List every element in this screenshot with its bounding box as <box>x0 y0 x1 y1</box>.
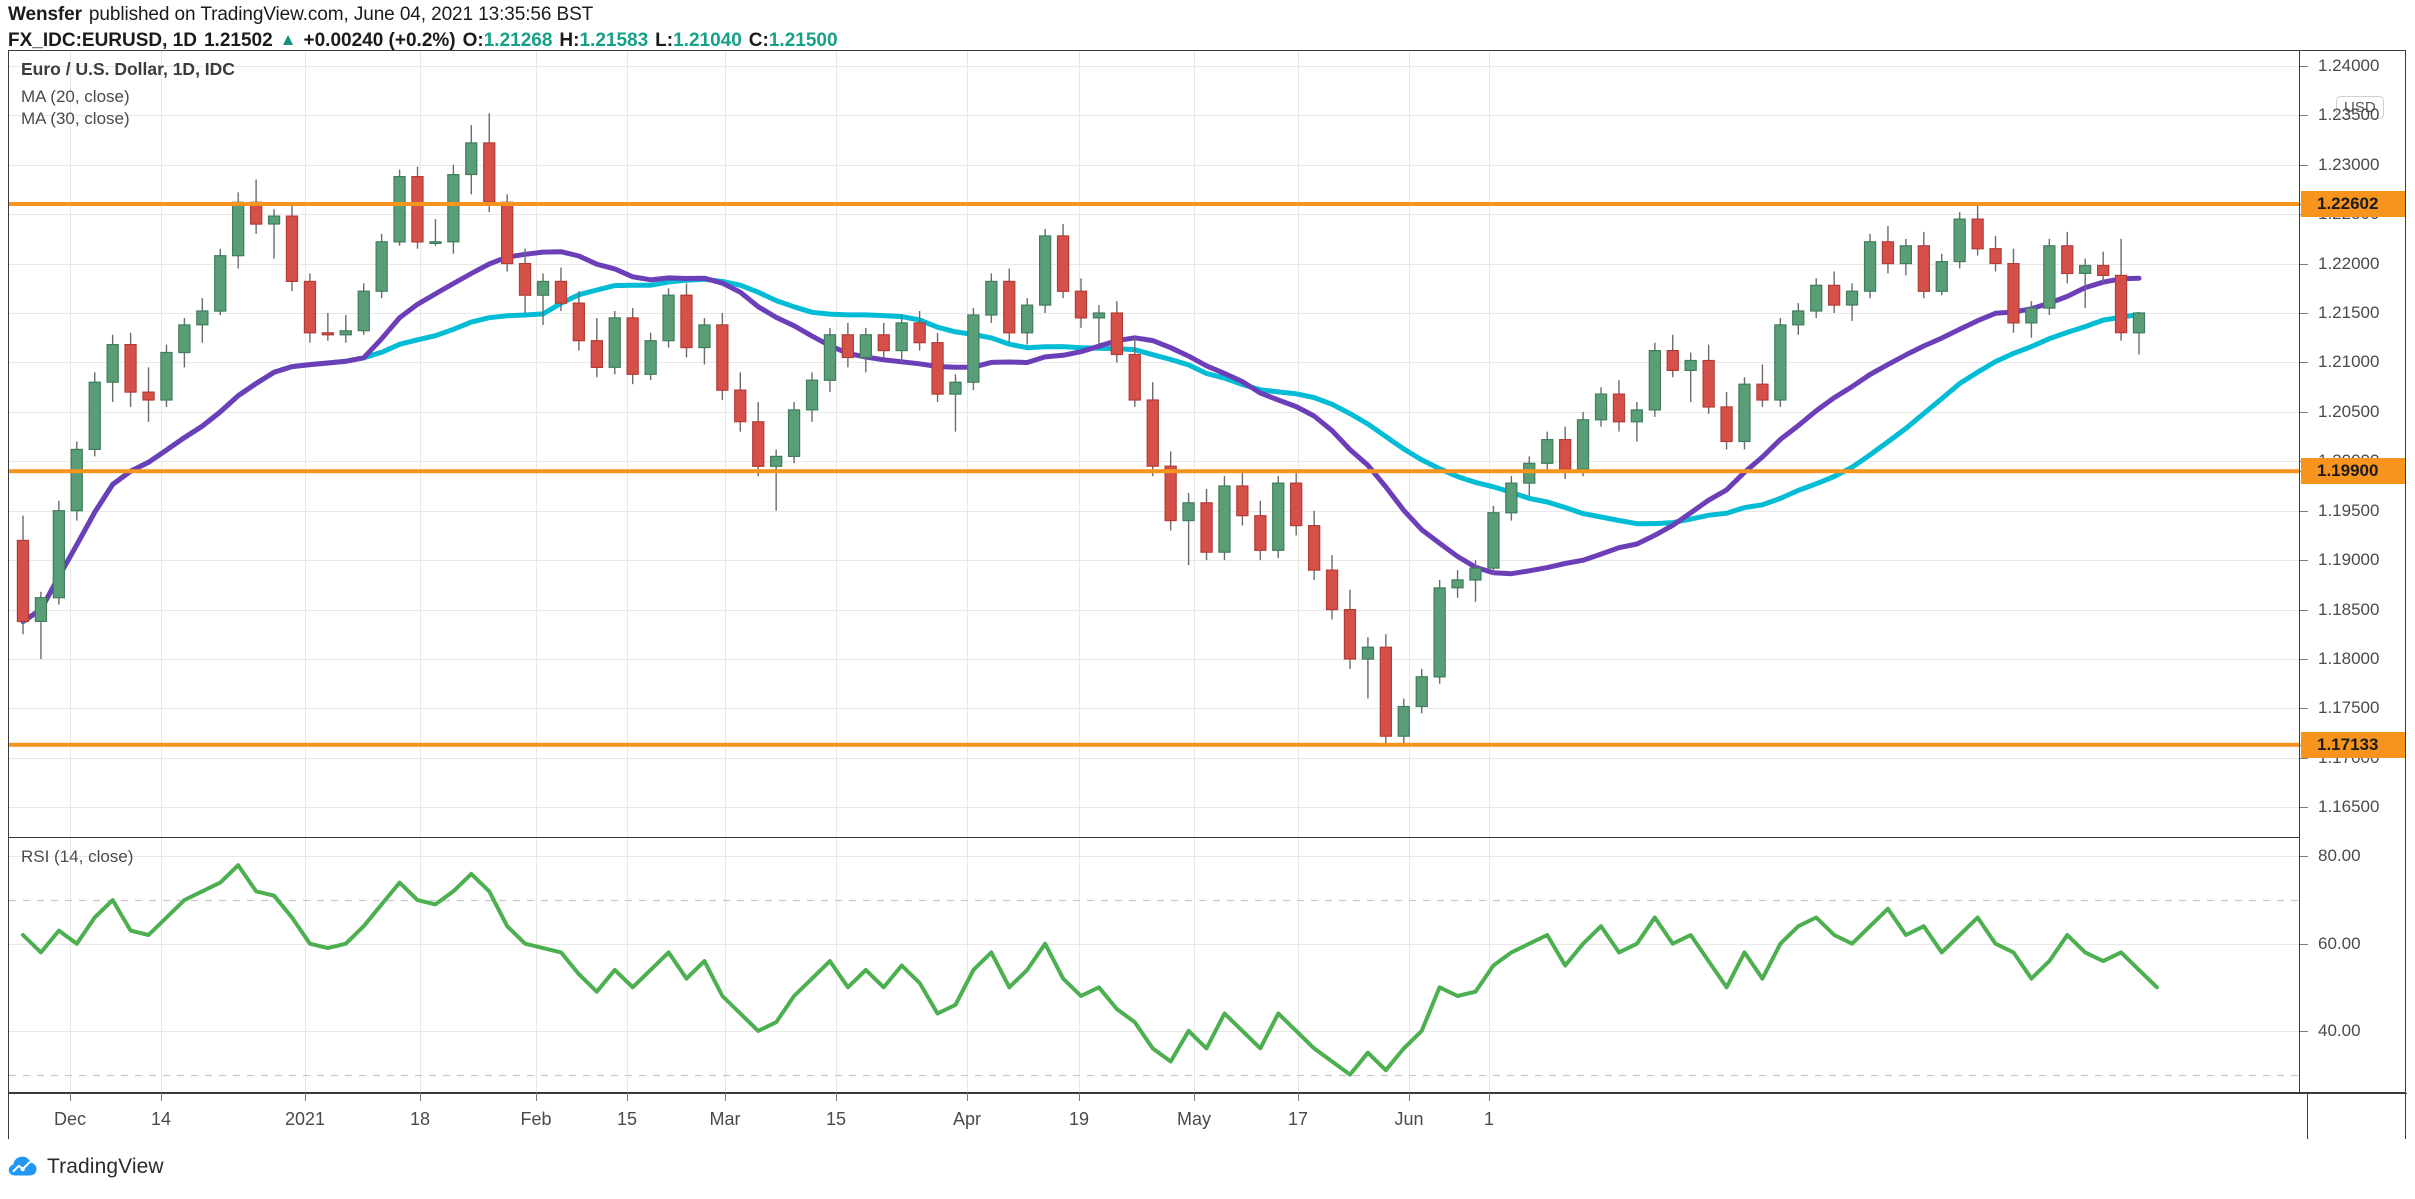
price-tick-mark <box>2300 659 2308 660</box>
publication-header: Wensfer published on TradingView.com, Jun… <box>8 4 593 26</box>
pane-divider <box>9 837 2299 838</box>
price-tick-label: 1.17500 <box>2318 698 2380 717</box>
price-tick-mark <box>2300 412 2308 413</box>
time-tick-mark <box>536 1093 537 1101</box>
price-tick-mark <box>2300 560 2308 561</box>
time-tick-mark <box>161 1093 162 1101</box>
high-value: 1.21583 <box>579 30 649 51</box>
price-line-tag[interactable]: 1.17133 <box>2301 732 2405 758</box>
tradingview-cloud-icon <box>8 1156 37 1176</box>
time-tick-mark <box>1079 1093 1080 1101</box>
price-tick-mark <box>2300 758 2308 759</box>
currency-badge: USD <box>2336 96 2384 120</box>
price-tick-mark <box>2300 115 2308 116</box>
symbol-label: FX_IDC:EURUSD, 1D <box>8 30 197 51</box>
time-tick-mark <box>420 1093 421 1101</box>
price-tick-mark <box>2300 362 2308 363</box>
rsi-tick-label: 80.00 <box>2318 846 2361 865</box>
price-tick-mark <box>2300 708 2308 709</box>
candlestick-plot <box>9 51 2299 837</box>
rsi-tick-label: 40.00 <box>2318 1021 2361 1040</box>
time-tick-mark <box>1194 1093 1195 1101</box>
time-tick-label: Apr <box>952 1109 982 1129</box>
price-line-tag[interactable]: 1.19900 <box>2301 458 2405 484</box>
time-tick-label: Mar <box>709 1109 741 1129</box>
open-label: O: <box>462 30 484 51</box>
time-tick-label: 18 <box>409 1109 431 1129</box>
time-tick-mark <box>70 1093 71 1101</box>
time-axis-separator <box>2307 1093 2308 1139</box>
symbol-quote-bar: FX_IDC:EURUSD, 1D 1.21502 ▲ +0.00240 (+0.2%… <box>8 30 838 52</box>
price-tick-label: 1.20500 <box>2318 402 2380 421</box>
close-label: C: <box>748 30 769 51</box>
price-tick-mark <box>2300 66 2308 67</box>
price-line-tag[interactable]: 1.22602 <box>2301 191 2405 217</box>
price-tick-mark <box>2300 807 2308 808</box>
price-tick-label: 1.24000 <box>2318 56 2380 75</box>
price-tick-label: 1.21000 <box>2318 352 2380 371</box>
time-tick-label: 1 <box>1483 1109 1495 1129</box>
time-tick-mark <box>836 1093 837 1101</box>
price-tick-mark <box>2300 264 2308 265</box>
time-tick-label: 15 <box>825 1109 847 1129</box>
price-tick-label: 1.21500 <box>2318 303 2380 322</box>
legend-ma30[interactable]: MA (30, close) <box>21 109 130 128</box>
price-pane[interactable]: Euro / U.S. Dollar, 1D, IDC MA (20, clos… <box>9 51 2299 837</box>
time-tick-label: 15 <box>616 1109 638 1129</box>
legend-ma20[interactable]: MA (20, close) <box>21 87 130 106</box>
last-price: 1.21502 <box>203 30 273 51</box>
rsi-tick-label: 60.00 <box>2318 934 2361 953</box>
price-tick-label: 1.23000 <box>2318 155 2380 174</box>
time-tick-label: Feb <box>520 1109 552 1129</box>
open-value: 1.21268 <box>483 30 553 51</box>
tradingview-brand-label: TradingView <box>47 1155 164 1178</box>
time-tick-mark <box>627 1093 628 1101</box>
time-tick-mark <box>1409 1093 1410 1101</box>
time-axis-line <box>9 1093 2407 1094</box>
time-tick-label: May <box>1176 1109 1212 1129</box>
price-tick-mark <box>2300 511 2308 512</box>
price-tick-label: 1.18500 <box>2318 600 2380 619</box>
time-tick-mark <box>725 1093 726 1101</box>
author-name: Wensfer <box>8 4 82 25</box>
time-tick-label: Dec <box>53 1109 87 1129</box>
rsi-pane[interactable]: RSI (14, close) <box>9 839 2299 1092</box>
time-tick-label: 17 <box>1287 1109 1309 1129</box>
price-tick-label: 1.18000 <box>2318 649 2380 668</box>
chart-legend-title: Euro / U.S. Dollar, 1D, IDC <box>21 59 235 79</box>
time-tick-label: Jun <box>1394 1109 1424 1129</box>
price-tick-mark <box>2300 944 2308 945</box>
price-tick-label: 1.16500 <box>2318 797 2380 816</box>
price-tick-mark <box>2300 165 2308 166</box>
price-tick-label: 1.19500 <box>2318 501 2380 520</box>
price-tick-label: 1.22000 <box>2318 254 2380 273</box>
price-tick-mark <box>2300 610 2308 611</box>
price-tick-label: 1.19000 <box>2318 550 2380 569</box>
price-change: +0.00240 (+0.2%) <box>303 30 456 51</box>
close-value: 1.21500 <box>768 30 838 51</box>
time-tick-label: 2021 <box>284 1109 326 1129</box>
legend-rsi[interactable]: RSI (14, close) <box>21 847 134 866</box>
price-tick-label: 1.23500 <box>2318 105 2380 124</box>
price-tick-mark <box>2300 313 2308 314</box>
time-tick-mark <box>305 1093 306 1101</box>
time-tick-mark <box>967 1093 968 1101</box>
high-label: H: <box>559 30 580 51</box>
low-label: L: <box>655 30 674 51</box>
price-scale[interactable]: USD 1.240001.235001.230001.225001.220001… <box>2299 51 2405 1092</box>
price-tick-mark <box>2300 1031 2308 1032</box>
time-tick-label: 19 <box>1068 1109 1090 1129</box>
time-tick-mark <box>1298 1093 1299 1101</box>
time-tick-mark <box>1489 1093 1490 1101</box>
rsi-plot <box>9 839 2299 1092</box>
time-scale[interactable]: Dec 14 2021 18 Feb 15 Mar 15 Apr 19 May 17 Jun 1 <box>8 1093 2407 1139</box>
price-tick-mark <box>2300 856 2308 857</box>
up-arrow-icon: ▲ <box>279 30 297 49</box>
chart-frame: Euro / U.S. Dollar, 1D, IDC MA (20, clos… <box>8 50 2406 1093</box>
low-value: 1.21040 <box>673 30 742 51</box>
time-tick-label: 14 <box>150 1109 172 1129</box>
tradingview-footer[interactable]: TradingView <box>8 1152 164 1182</box>
publication-info: published on TradingView.com, June 04, 2… <box>88 4 594 25</box>
